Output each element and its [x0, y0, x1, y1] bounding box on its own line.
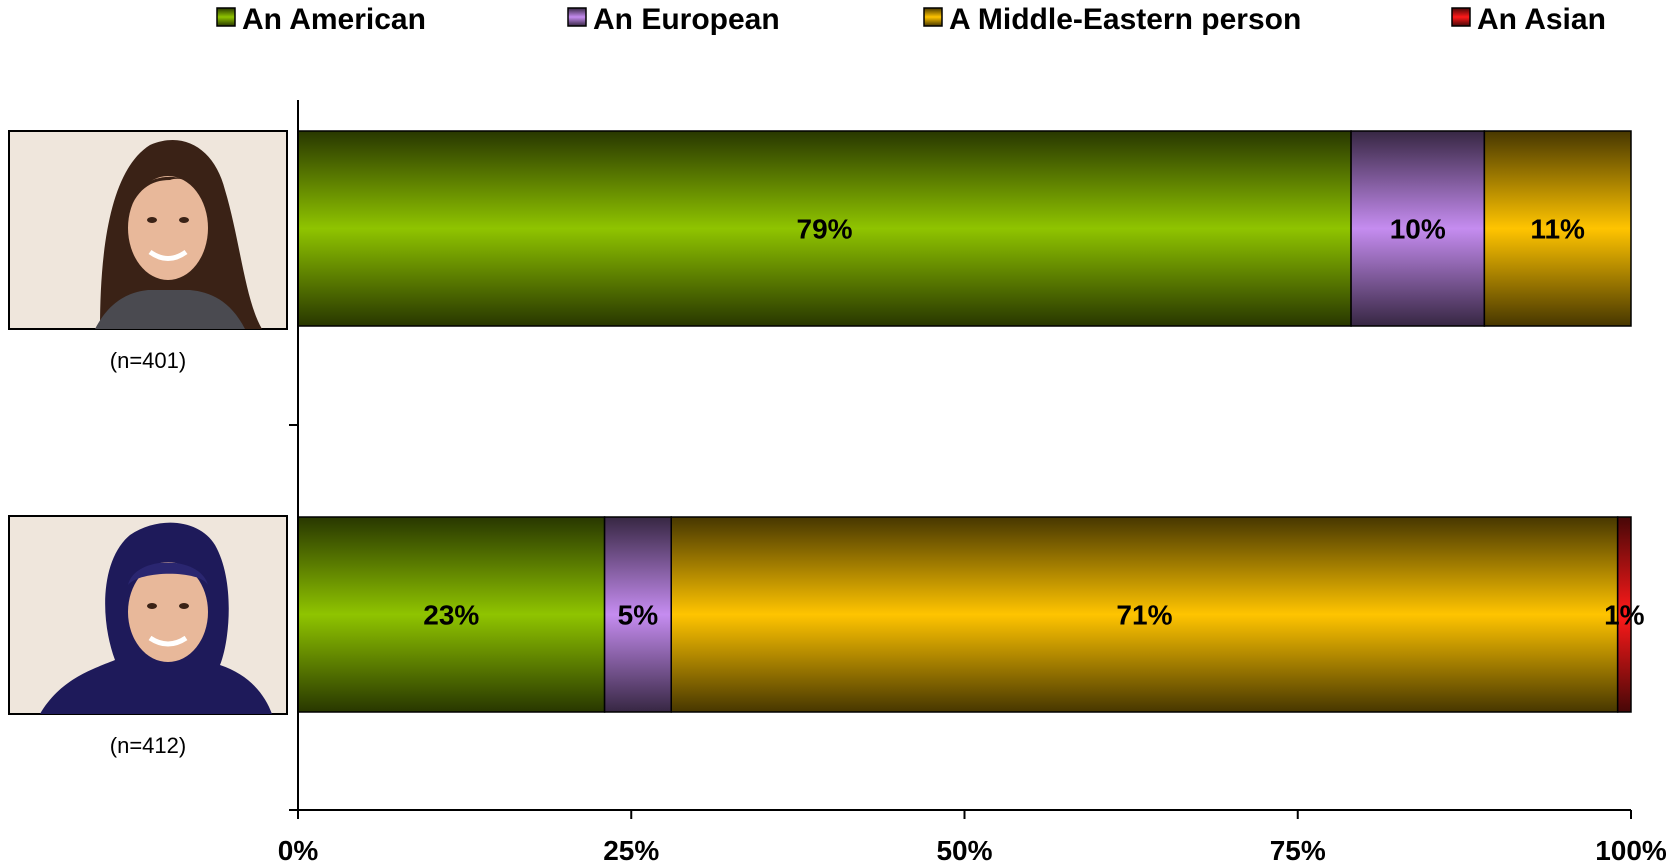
data-label: 79%	[797, 214, 853, 245]
data-label: 1%	[1604, 600, 1645, 631]
category-label: (n=412)	[110, 733, 186, 758]
bar-segment	[670, 516, 1619, 713]
data-label: 10%	[1390, 214, 1446, 245]
legend-label: An European	[593, 3, 780, 36]
legend-label: An Asian	[1477, 3, 1606, 36]
x-tick-label: 75%	[1270, 835, 1326, 866]
x-tick-label: 25%	[603, 835, 659, 866]
legend-label: A Middle-Eastern person	[949, 3, 1301, 36]
data-label: 71%	[1116, 600, 1172, 631]
bar-segment	[603, 516, 672, 713]
bar-segment	[297, 130, 1352, 327]
x-ticks: 0% 25% 50% 75% 100%	[278, 810, 1667, 866]
x-tick-label: 100%	[1595, 835, 1667, 866]
row-photo-2	[8, 515, 288, 715]
legend-swatch	[1451, 7, 1471, 27]
data-label: 5%	[618, 600, 659, 631]
bar-segment	[297, 516, 606, 713]
x-tick-label: 50%	[936, 835, 992, 866]
bars-group	[297, 130, 1632, 713]
bar-segment	[1616, 516, 1632, 713]
data-label: 11%	[1530, 214, 1585, 245]
bar-labels-group: 79% 10% 11% 23% 5% 71% 1%	[423, 214, 1644, 631]
x-tick-label: 0%	[278, 835, 319, 866]
legend-swatch	[216, 7, 236, 27]
legend-swatch	[923, 7, 943, 27]
category-label: (n=401)	[110, 348, 186, 373]
data-label: 23%	[423, 600, 479, 631]
bar-segment	[1483, 130, 1632, 327]
bar-segment	[1350, 130, 1486, 327]
row-photo-1	[8, 130, 288, 330]
legend: An American An European A Middle-Eastern p…	[216, 3, 1606, 36]
legend-label: An American	[242, 3, 426, 36]
legend-swatch	[567, 7, 587, 27]
